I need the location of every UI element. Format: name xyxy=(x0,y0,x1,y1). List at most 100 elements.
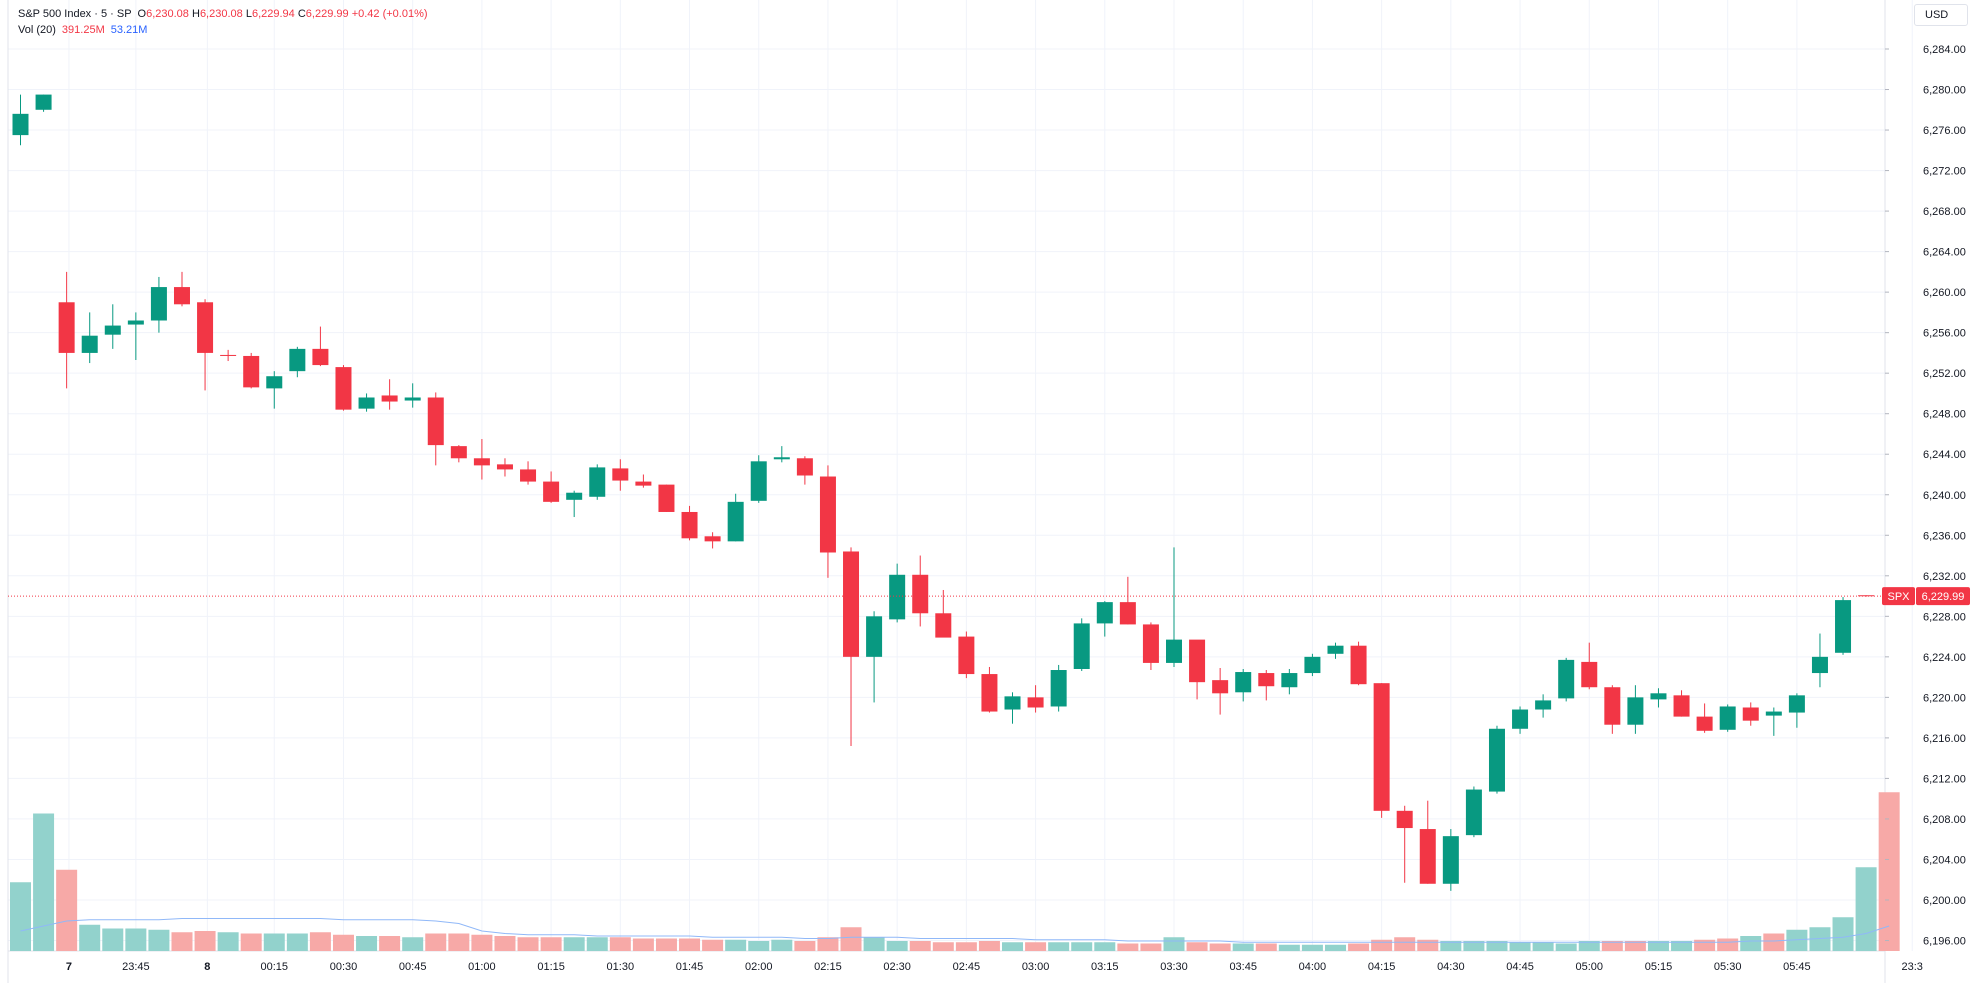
candle-body xyxy=(1050,670,1067,707)
volume-bar xyxy=(1694,939,1716,951)
y-tick-label: 6,228.00 xyxy=(1923,611,1966,623)
candle-body xyxy=(127,320,144,325)
candle-body xyxy=(796,458,813,476)
symbol-tag-label: SPX xyxy=(1887,591,1910,603)
volume-bar xyxy=(217,932,239,951)
candle-body xyxy=(12,113,29,136)
currency-button[interactable]: USD xyxy=(1914,4,1968,26)
volume-bar xyxy=(655,938,677,951)
candle-body xyxy=(1719,706,1736,730)
x-tick-label: 04:30 xyxy=(1437,961,1465,973)
volume-indicator-label[interactable]: Vol (20) xyxy=(18,24,56,36)
candle-body xyxy=(912,574,929,614)
candle-body xyxy=(727,501,744,542)
volume-ma-line xyxy=(20,918,1890,943)
volume-bar xyxy=(1647,941,1669,951)
volume-bar xyxy=(1348,943,1370,951)
candle-body xyxy=(1281,673,1298,688)
candle-body xyxy=(1673,695,1690,717)
candle-body xyxy=(1858,595,1875,597)
x-tick-label: 03:30 xyxy=(1160,961,1188,973)
candle-body xyxy=(381,395,398,402)
x-tick-label: 8 xyxy=(204,961,210,973)
candle-body xyxy=(1142,624,1159,663)
candle-body xyxy=(81,335,98,353)
volume-bar xyxy=(932,942,954,951)
volume-bar xyxy=(286,933,308,951)
volume-bar xyxy=(1509,942,1531,951)
volume-bar xyxy=(1878,792,1900,951)
volume-legend-row: Vol (20) 391.25M 53.21M xyxy=(18,22,428,38)
candle-body xyxy=(1581,661,1598,688)
candle-body xyxy=(566,492,583,500)
symbol-tag xyxy=(1882,587,1915,606)
price-legend-row: S&P 500 Index · 5 · SP O6,230.08 H6,230.… xyxy=(18,6,428,22)
candle-body xyxy=(981,674,998,712)
volume-bar xyxy=(1071,942,1093,951)
volume-bar xyxy=(1301,944,1323,951)
candle-body xyxy=(1696,716,1713,731)
x-tick-label: 02:30 xyxy=(883,961,911,973)
volume-bar xyxy=(748,941,770,951)
volume-bar xyxy=(1763,933,1785,951)
volume-bar xyxy=(771,939,793,951)
candle-body xyxy=(1212,680,1229,694)
volume-bar xyxy=(1555,943,1577,951)
candle-body xyxy=(496,464,513,470)
x-tick-label: 04:45 xyxy=(1506,961,1534,973)
close-label: C xyxy=(297,8,306,20)
y-tick-label: 6,272.00 xyxy=(1923,166,1966,178)
candle-body xyxy=(266,376,283,389)
x-tick-label: 05:30 xyxy=(1714,961,1742,973)
volume-bar xyxy=(1232,943,1254,951)
volume-bar xyxy=(1094,942,1116,951)
candle-body xyxy=(1558,659,1575,699)
y-tick-label: 6,232.00 xyxy=(1923,571,1966,583)
candle-body xyxy=(1396,810,1413,829)
open-value: 6,230.08 xyxy=(146,8,189,20)
volume-bar xyxy=(909,941,931,951)
volume-bar xyxy=(886,941,908,951)
volume-bar xyxy=(33,813,55,951)
y-tick-label: 6,284.00 xyxy=(1923,44,1966,56)
volume-bar xyxy=(1855,867,1877,951)
y-tick-label: 6,204.00 xyxy=(1923,854,1966,866)
y-tick-label: 6,280.00 xyxy=(1923,85,1966,97)
x-tick-label: 01:45 xyxy=(676,961,704,973)
candle-body xyxy=(612,468,629,481)
candle-body xyxy=(335,367,352,410)
volume-bar xyxy=(1163,937,1185,951)
volume-bar xyxy=(1671,941,1693,951)
candle-body xyxy=(1027,697,1044,708)
volume-value: 391.25M xyxy=(61,24,105,36)
candle-body xyxy=(1235,672,1252,693)
volume-bar xyxy=(79,924,101,951)
volume-bar xyxy=(978,941,1000,951)
candle-body xyxy=(173,287,190,305)
volume-bar xyxy=(1117,943,1139,951)
candle-body xyxy=(589,467,606,497)
symbol-title[interactable]: S&P 500 Index · 5 · SP xyxy=(18,8,132,20)
volume-bar xyxy=(56,869,78,951)
x-tick-label: 01:15 xyxy=(537,961,565,973)
y-tick-label: 6,260.00 xyxy=(1923,287,1966,299)
candle-body xyxy=(1004,696,1021,710)
volume-bar xyxy=(402,937,424,951)
volume-bar xyxy=(332,934,354,951)
volume-bar xyxy=(1186,942,1208,951)
candle-body xyxy=(427,397,444,446)
x-tick-label: 01:00 xyxy=(468,961,496,973)
candle-body xyxy=(1327,645,1344,654)
volume-ma-value: 53.21M xyxy=(110,24,148,36)
x-tick-label: 02:15 xyxy=(814,961,842,973)
candle-body xyxy=(958,636,975,675)
candle-body xyxy=(1512,709,1529,729)
candle-body xyxy=(520,469,537,482)
candle-body xyxy=(658,484,675,512)
candle-body xyxy=(889,574,906,620)
low-label: L xyxy=(245,8,252,20)
candle-body xyxy=(681,511,698,539)
